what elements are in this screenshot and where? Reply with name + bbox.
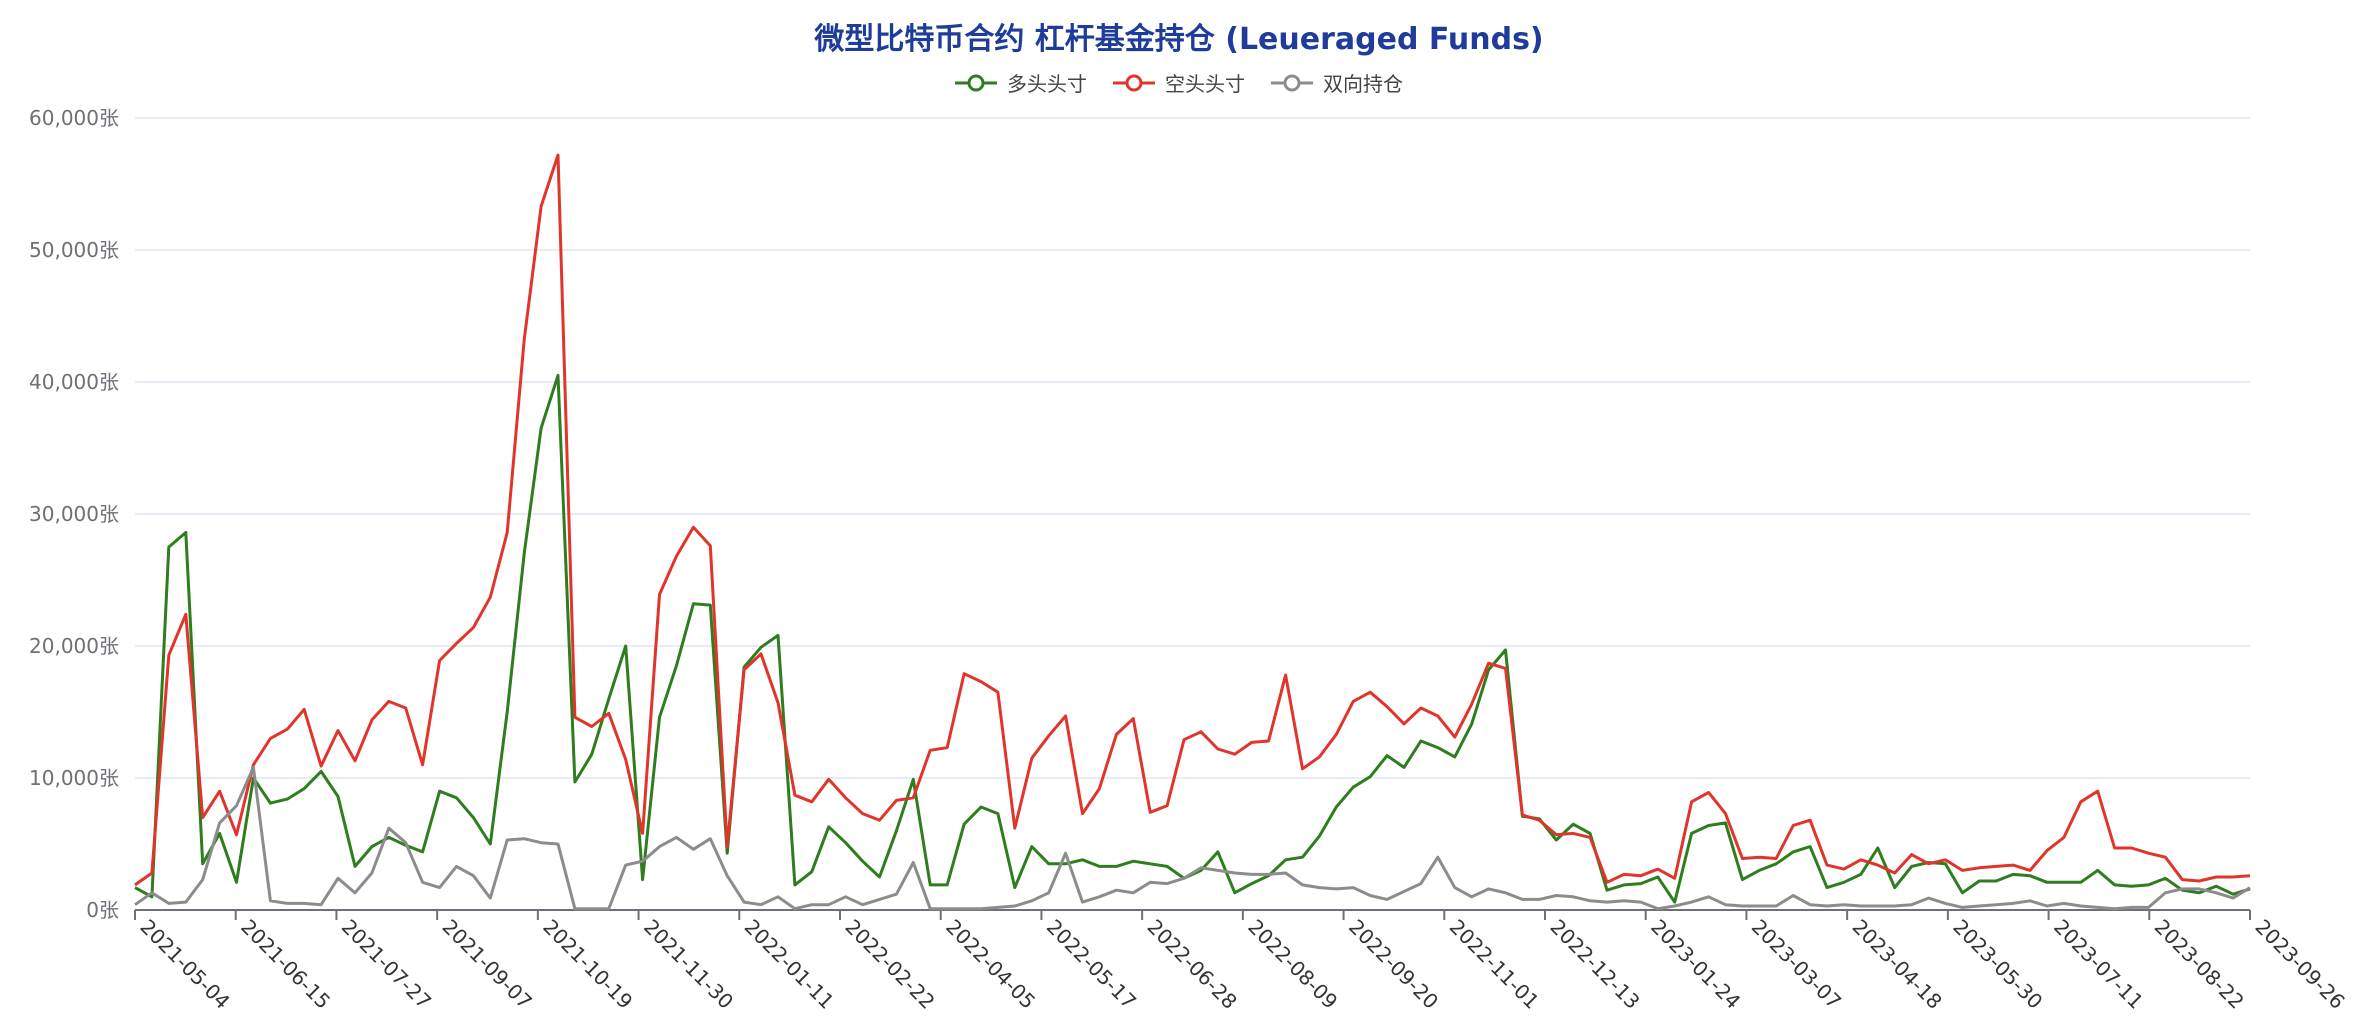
x-tick-label: 2023-08-22 <box>2150 915 2249 1014</box>
y-tick-label: 10,000张 <box>29 766 119 790</box>
chart-title: 微型比特币合约 杠杆基金持仓 (Leueraged Funds) <box>814 22 1544 57</box>
x-tick-label: 2022-01-11 <box>740 915 839 1014</box>
x-tick-label: 2023-03-07 <box>1747 915 1846 1014</box>
y-tick-label: 40,000张 <box>29 370 119 394</box>
legend-item-short[interactable]: 空头头寸 <box>1113 68 1245 97</box>
x-tick-label: 2022-05-17 <box>1042 915 1141 1014</box>
series-line-2 <box>134 765 2251 911</box>
legend-item-long[interactable]: 多头头寸 <box>955 68 1087 97</box>
x-tick-label: 2023-07-11 <box>2049 915 2148 1014</box>
series-line-0 <box>134 373 2251 904</box>
legend-short-marker-icon <box>1113 74 1155 91</box>
y-tick-label: 50,000张 <box>29 238 119 262</box>
x-tick-label: 2023-09-26 <box>2250 915 2349 1014</box>
x-tick-label: 2022-04-05 <box>941 915 1040 1014</box>
y-tick-label: 30,000张 <box>29 502 119 526</box>
y-tick-label: 0张 <box>86 898 119 922</box>
legend-label-long: 多头头寸 <box>1007 72 1087 96</box>
x-tick-label: 2023-05-30 <box>1948 915 2047 1014</box>
series-line-1 <box>134 153 2251 887</box>
x-tick-label: 2021-05-04 <box>135 915 234 1014</box>
x-tick-label: 2021-06-15 <box>236 915 335 1014</box>
x-tick-label: 2023-01-24 <box>1646 915 1745 1014</box>
x-tick-label: 2021-11-30 <box>639 915 738 1014</box>
legend: 多头头寸 空头头寸 双向持仓 <box>0 68 2358 97</box>
legend-label-short: 空头头寸 <box>1165 72 1245 96</box>
legend-long-marker-icon <box>955 74 997 91</box>
x-tick-label: 2021-09-07 <box>438 915 537 1014</box>
x-tick-label: 2022-08-09 <box>1243 915 1342 1014</box>
x-tick-label: 2022-11-01 <box>1445 915 1544 1014</box>
y-tick-label: 60,000张 <box>29 106 119 130</box>
x-tick-label: 2023-04-18 <box>1848 915 1947 1014</box>
y-tick-label: 20,000张 <box>29 634 119 658</box>
legend-label-spread: 双向持仓 <box>1323 72 1403 96</box>
x-tick-label: 2022-09-20 <box>1344 915 1443 1014</box>
x-tick-label: 2022-06-28 <box>1143 915 1242 1014</box>
x-tick-label: 2022-02-22 <box>840 915 939 1014</box>
x-tick-label: 2021-10-19 <box>538 915 637 1014</box>
legend-spread-marker-icon <box>1271 74 1313 91</box>
legend-item-spread[interactable]: 双向持仓 <box>1271 68 1403 97</box>
x-tick-label: 2022-12-13 <box>1545 915 1644 1014</box>
x-tick-label: 2021-07-27 <box>337 915 436 1014</box>
